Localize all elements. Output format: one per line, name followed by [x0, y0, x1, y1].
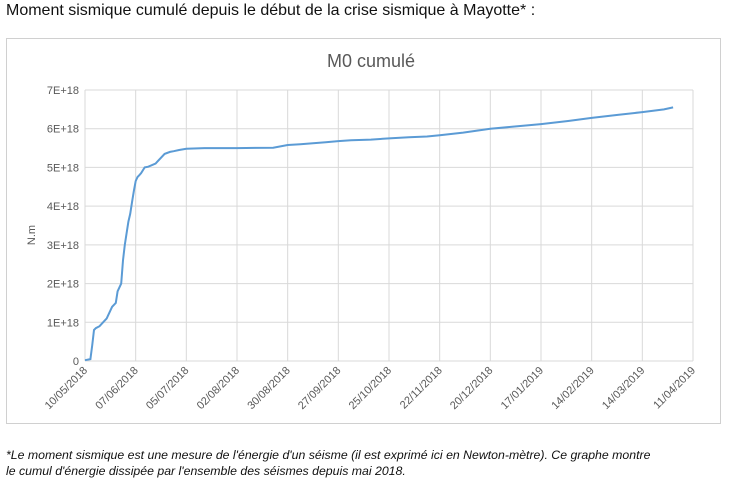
x-tick-label: 27/09/2018 [296, 365, 343, 412]
y-axis-label: N.m [26, 225, 38, 245]
x-tick-label: 10/05/2018 [43, 365, 90, 412]
grid-lines [84, 89, 694, 362]
x-tick-label: 14/03/2019 [600, 365, 647, 412]
x-tick-label: 07/06/2018 [93, 365, 140, 412]
y-tick-label: 2E+18 [47, 279, 79, 291]
x-tick-label: 14/02/2019 [549, 365, 596, 412]
series-line-m0 [84, 106, 674, 362]
x-tick-label: 11/04/2019 [651, 365, 698, 412]
footnote: *Le moment sismique est une mesure de l'… [6, 447, 741, 479]
x-tick-label: 17/01/2019 [499, 365, 546, 412]
y-tick-label: 6E+18 [47, 124, 79, 136]
footnote-line-1: *Le moment sismique est une mesure de l'… [6, 448, 651, 462]
chart-container: M0 cumulé 0 1E+18 2E+18 3E+18 4E+18 5E+18 6E+1… [6, 38, 721, 424]
y-tick-label: 5E+18 [47, 162, 79, 174]
x-tick-label: 30/08/2018 [245, 365, 292, 412]
y-tick-label: 3E+18 [47, 240, 79, 252]
cumulative-moment-chart: M0 cumulé 0 1E+18 2E+18 3E+18 4E+18 5E+18 6E+1… [26, 51, 698, 412]
x-axis-ticks: 10/05/2018 07/06/2018 05/07/2018 02/08/2018… [43, 365, 698, 412]
page-heading: Moment sismique cumulé depuis le début d… [6, 2, 536, 19]
y-axis-ticks: 0 1E+18 2E+18 3E+18 4E+18 5E+18 6E+18 7E+18 [47, 85, 79, 368]
y-tick-label: 1E+18 [47, 317, 79, 329]
x-tick-label: 02/08/2018 [195, 365, 242, 412]
x-tick-label: 20/12/2018 [448, 365, 495, 412]
chart-title: M0 cumulé [327, 51, 415, 71]
x-tick-label: 05/07/2018 [144, 365, 191, 412]
x-tick-label: 22/11/2018 [398, 365, 445, 412]
x-tick-label: 25/10/2018 [347, 365, 394, 412]
footnote-line-2: le cumul d'énergie dissipée par l'ensemb… [6, 464, 406, 478]
y-tick-label: 7E+18 [47, 85, 79, 97]
y-tick-label: 4E+18 [47, 201, 79, 213]
y-tick-label: 0 [73, 356, 79, 368]
